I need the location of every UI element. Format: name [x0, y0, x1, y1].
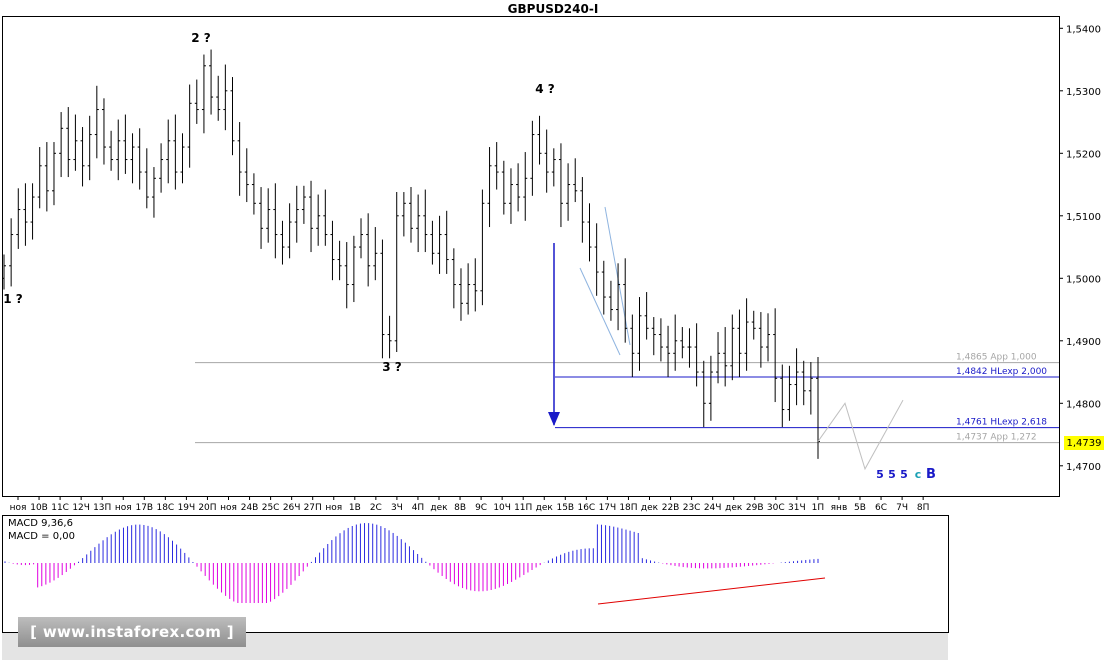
x-tick-label: 2С	[370, 503, 382, 513]
x-tick-label: 30С	[767, 503, 785, 513]
x-tick-label: 11С	[51, 503, 69, 513]
x-tick-label: 31Ч	[788, 503, 806, 513]
wave-label: 1 ?	[3, 292, 23, 306]
x-tick-label: 18П	[619, 503, 637, 513]
arrow-head	[548, 412, 560, 426]
macd-label: MACD 9,36,6	[8, 518, 73, 529]
wave-label: 5	[876, 468, 884, 481]
x-tick-label: 16С	[577, 503, 595, 513]
x-tick-label: 6С	[875, 503, 887, 513]
x-tick-label: 5В	[854, 503, 866, 513]
x-tick-label: 27П	[304, 503, 322, 513]
y-tick-label: 1,4900	[1066, 337, 1101, 348]
x-tick-label: дек	[725, 503, 743, 513]
x-tick-label: 1П	[812, 503, 825, 513]
watermark: [ www.instaforex.com ]	[18, 617, 246, 647]
level-label: 1,4865 App 1,000	[956, 353, 1037, 363]
level-label: 1,4761 HLexp 2,618	[956, 418, 1047, 428]
level-label: 1,4842 HLexp 2,000	[956, 367, 1047, 377]
x-tick-label: 1В	[349, 503, 361, 513]
chart-title: GBPUSD240-I	[507, 2, 599, 16]
x-tick-label: 4П	[412, 503, 425, 513]
x-tick-label: 24В	[241, 503, 259, 513]
x-tick-label: 15В	[556, 503, 574, 513]
x-tick-label: 11П	[514, 503, 532, 513]
current-price-tag: 1,4739	[1064, 436, 1104, 450]
x-tick-label: 25С	[262, 503, 280, 513]
x-tick-label: 10В	[30, 503, 48, 513]
y-tick-label: 1,5300	[1066, 87, 1101, 98]
y-tick-label: 1,5400	[1066, 24, 1101, 35]
x-tick-label: 17В	[135, 503, 153, 513]
wedge-line	[579, 267, 621, 356]
x-tick-label: ноя	[325, 503, 342, 513]
x-tick-label: 23С	[683, 503, 701, 513]
level-label: 1,4737 App 1,272	[956, 433, 1037, 443]
y-tick-label: 1,5100	[1066, 212, 1101, 223]
x-tick-label: 9С	[475, 503, 487, 513]
y-tick-label: 1,4700	[1066, 462, 1101, 473]
x-tick-label: дек	[430, 503, 448, 513]
macd-divergence-line	[597, 577, 826, 605]
wave-label: 5	[888, 468, 896, 481]
wave-label: 4 ?	[535, 82, 555, 96]
macd-plot-frame	[2, 515, 949, 633]
wave-label: 5	[900, 468, 908, 481]
x-tick-label: 3Ч	[391, 503, 403, 513]
x-tick-label: ноя	[115, 503, 132, 513]
x-tick-label: 13П	[93, 503, 111, 513]
x-tick-label: дек	[536, 503, 554, 513]
x-tick-label: янв	[831, 503, 848, 513]
x-tick-label: 7Ч	[896, 503, 908, 513]
x-tick-label: 19Ч	[178, 503, 196, 513]
y-tick-label: 1,5000	[1066, 274, 1101, 285]
x-tick-label: 17Ч	[599, 503, 617, 513]
x-tick-label: 18С	[156, 503, 174, 513]
x-tick-label: 29В	[746, 503, 764, 513]
x-tick-label: 24Ч	[704, 503, 722, 513]
wave-label: 3 ?	[382, 360, 402, 374]
x-tick-label: 12Ч	[72, 503, 90, 513]
wave-label: B	[926, 467, 936, 482]
wave-label: c	[915, 468, 922, 481]
x-tick-label: дек	[641, 503, 659, 513]
main-plot-frame	[2, 16, 1060, 497]
x-tick-label: 10Ч	[493, 503, 511, 513]
x-tick-label: 8В	[454, 503, 466, 513]
x-tick-label: 8П	[917, 503, 930, 513]
wave-label: 2 ?	[191, 31, 211, 45]
wedge-line	[604, 206, 631, 346]
projection-path	[817, 399, 904, 471]
x-tick-label: 20П	[198, 503, 216, 513]
macd-value: MACD = 0,00	[8, 531, 75, 542]
x-tick-label: ноя	[220, 503, 237, 513]
x-tick-label: 26Ч	[283, 503, 301, 513]
y-tick-label: 1,4800	[1066, 399, 1101, 410]
y-tick-label: 1,5200	[1066, 149, 1101, 160]
x-tick-label: ноя	[10, 503, 27, 513]
x-tick-label: 22В	[662, 503, 680, 513]
